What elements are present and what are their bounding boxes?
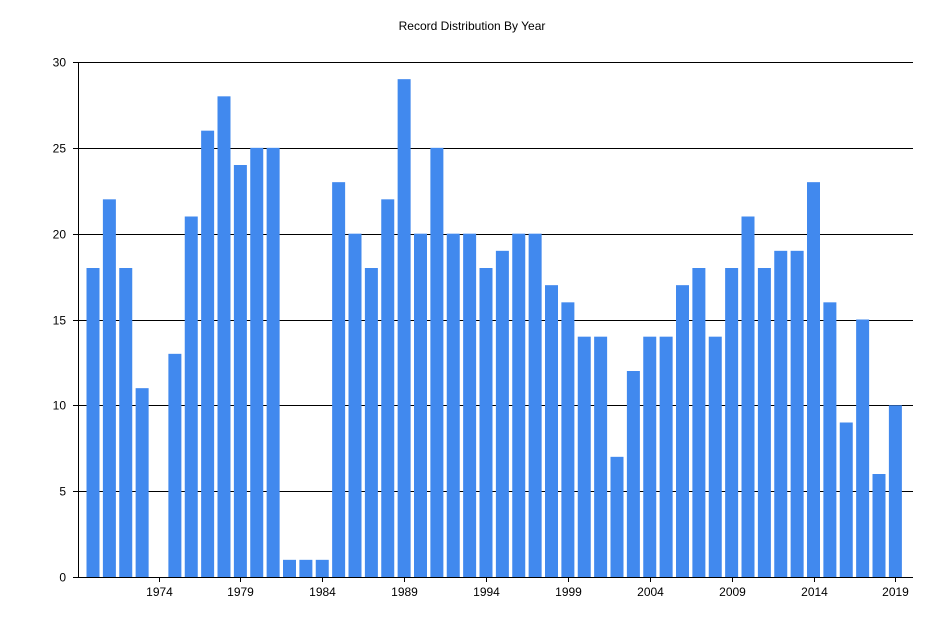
bar bbox=[610, 456, 624, 577]
x-tick-label: 2019 bbox=[882, 585, 909, 599]
bar bbox=[839, 422, 853, 577]
bar bbox=[102, 199, 116, 577]
bar bbox=[217, 96, 231, 577]
y-axis-ticks: 0 5 10 15 20 25 30 bbox=[53, 56, 78, 585]
bar bbox=[250, 147, 264, 577]
bar bbox=[807, 182, 820, 578]
bar bbox=[594, 336, 608, 577]
bar bbox=[414, 233, 427, 578]
bar bbox=[561, 302, 575, 577]
bar bbox=[315, 559, 329, 577]
x-tick-label: 1979 bbox=[227, 585, 254, 599]
bar bbox=[266, 147, 280, 577]
bar bbox=[692, 268, 706, 577]
bar bbox=[283, 559, 296, 577]
bar bbox=[233, 165, 247, 577]
chart-title: Record Distribution By Year bbox=[399, 19, 546, 33]
x-tick-label: 1984 bbox=[309, 585, 336, 599]
bar bbox=[348, 233, 362, 578]
bar bbox=[381, 199, 395, 577]
bar bbox=[659, 336, 673, 577]
x-tick-label: 2004 bbox=[637, 585, 664, 599]
bar bbox=[495, 250, 509, 577]
bar bbox=[299, 559, 313, 577]
y-tick-label: 30 bbox=[53, 56, 67, 70]
bar bbox=[708, 336, 722, 577]
x-axis-ticks: 1974 1979 1984 1989 1994 1999 2004 2009 2014 2019 bbox=[146, 577, 909, 599]
x-tick-label: 1994 bbox=[473, 585, 500, 599]
bar bbox=[725, 268, 739, 577]
bar bbox=[119, 268, 133, 577]
bar bbox=[364, 268, 378, 577]
bar bbox=[823, 302, 837, 577]
bar bbox=[397, 79, 411, 578]
bar bbox=[872, 474, 886, 577]
bar bbox=[430, 147, 444, 577]
bar bbox=[135, 388, 149, 577]
bar bbox=[201, 130, 215, 578]
bar bbox=[790, 250, 804, 577]
bar bbox=[332, 182, 346, 578]
bar bbox=[184, 216, 198, 577]
bar bbox=[512, 233, 526, 578]
x-tick-label: 1974 bbox=[146, 585, 173, 599]
bar bbox=[888, 405, 902, 577]
bar bbox=[86, 268, 100, 577]
bar bbox=[528, 233, 542, 578]
y-tick-label: 20 bbox=[53, 228, 67, 242]
bars bbox=[86, 79, 902, 578]
bar bbox=[643, 336, 657, 577]
bar bbox=[856, 319, 870, 577]
y-tick-label: 25 bbox=[53, 142, 67, 156]
bar bbox=[741, 216, 755, 577]
bar bbox=[463, 233, 477, 578]
bar bbox=[168, 353, 182, 577]
y-tick-label: 5 bbox=[59, 485, 66, 499]
x-tick-label: 2009 bbox=[719, 585, 746, 599]
bar bbox=[626, 371, 640, 577]
bar bbox=[577, 336, 591, 577]
bar bbox=[676, 285, 689, 577]
y-tick-label: 15 bbox=[53, 314, 67, 328]
bar bbox=[757, 268, 771, 577]
y-tick-label: 0 bbox=[59, 571, 66, 585]
x-tick-label: 1999 bbox=[555, 585, 582, 599]
axes bbox=[78, 62, 913, 578]
y-tick-label: 10 bbox=[53, 399, 67, 413]
x-tick-label: 1989 bbox=[391, 585, 418, 599]
x-tick-label: 2014 bbox=[801, 585, 828, 599]
bar bbox=[479, 268, 493, 577]
grid-lines bbox=[78, 62, 913, 492]
bar bbox=[545, 285, 558, 577]
bar bbox=[774, 250, 788, 577]
bar bbox=[446, 233, 460, 578]
